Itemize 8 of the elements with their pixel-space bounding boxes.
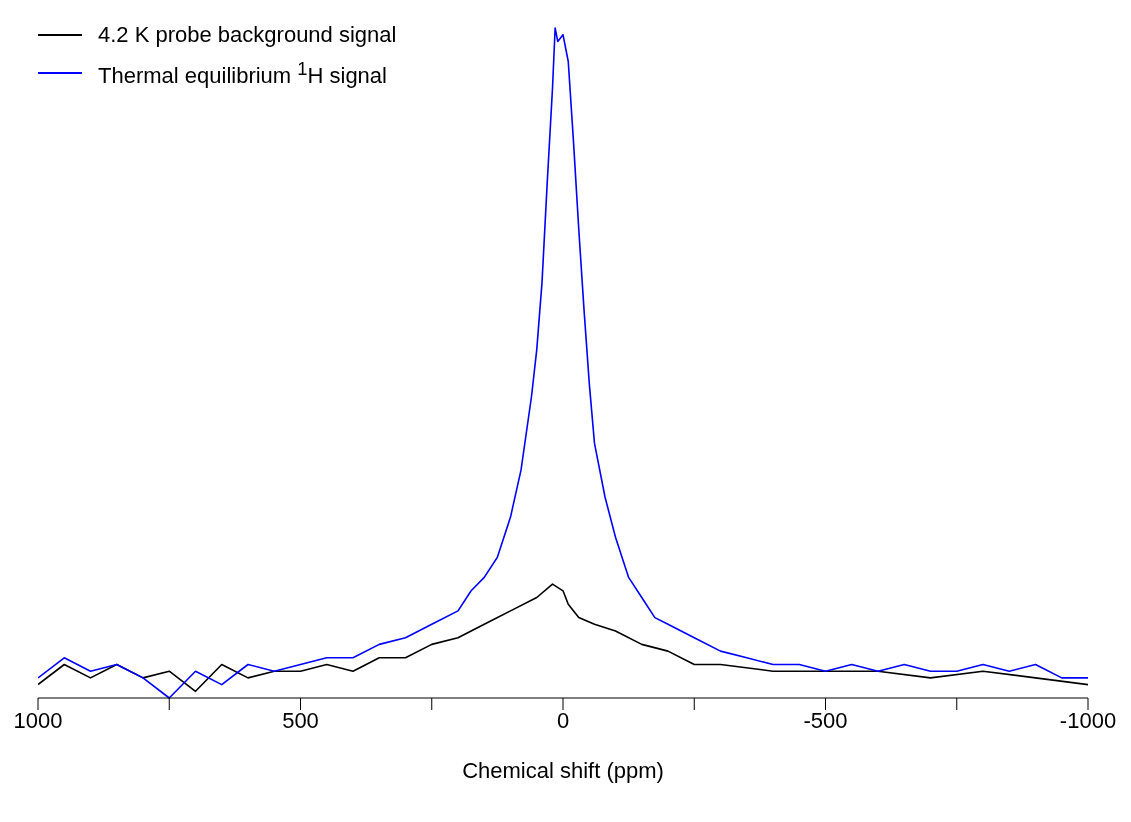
x-tick-label: 1000 <box>13 707 63 733</box>
x-tick-label: 500 <box>282 707 319 733</box>
legend-label: 4.2 K probe background signal <box>98 21 397 49</box>
legend-label: Thermal equilibrium $^{1}$H signal <box>98 57 387 91</box>
x-tick-label: -1000 <box>1059 707 1117 733</box>
x-tick-label: 0 <box>556 707 570 733</box>
x-tick-label: -500 <box>803 707 848 733</box>
x-axis-title: Chemical shift (ppm) <box>462 758 664 783</box>
